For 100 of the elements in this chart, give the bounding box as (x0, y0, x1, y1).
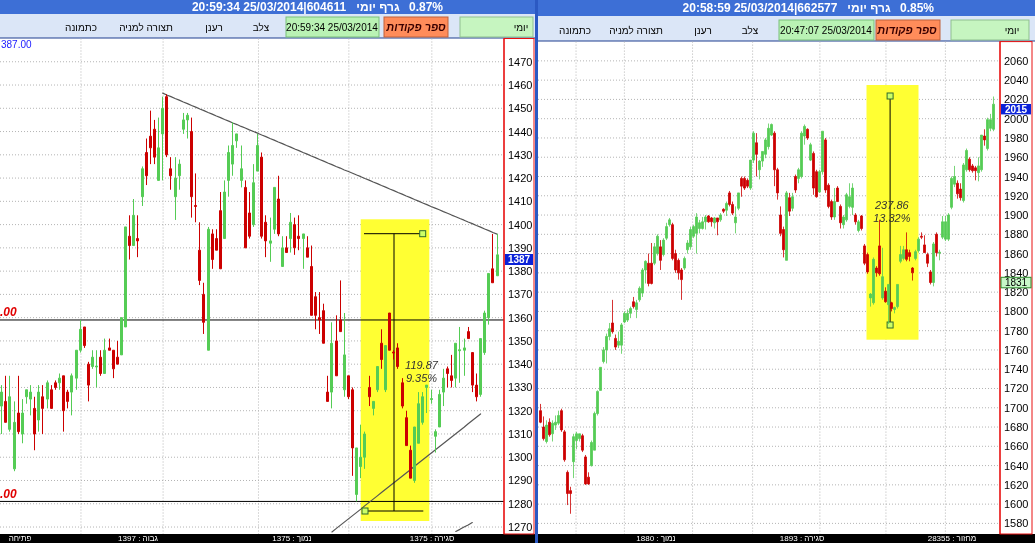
candlestick (551, 419, 554, 442)
candlestick (401, 377, 404, 409)
candlestick (13, 400, 16, 472)
line-series (331, 413, 482, 533)
candlestick (446, 366, 449, 388)
candlestick (128, 214, 131, 260)
y-tick-label: 1400 (508, 218, 533, 231)
candlestick (496, 233, 499, 277)
candlestick (330, 321, 333, 409)
candlestick (70, 372, 73, 416)
candlestick (442, 368, 445, 407)
candlestick (132, 198, 135, 247)
candlestick (4, 375, 7, 423)
y-tick-label: 1370 (508, 288, 533, 301)
candlestick (368, 375, 371, 407)
candlestick (833, 187, 836, 221)
y-tick-label: 1620 (1004, 478, 1029, 491)
candlestick (335, 314, 338, 377)
candlestick (384, 345, 387, 393)
y-tick-label: 1820 (1004, 286, 1029, 299)
candlestick (896, 284, 899, 309)
candlestick (372, 400, 375, 416)
candlestick (182, 112, 185, 135)
candlestick (650, 242, 653, 285)
y-tick-label: 1360 (508, 311, 533, 324)
candlestick (149, 110, 152, 165)
annotation: .00 (0, 487, 18, 501)
candlestick (755, 132, 758, 177)
candlestick (240, 145, 243, 188)
y-tick-label: 2060 (1004, 54, 1029, 67)
candlestick (872, 257, 875, 306)
annotation: .00 (0, 305, 18, 319)
y-tick-label: 1440 (508, 125, 533, 138)
candlestick (746, 178, 749, 189)
candlestick (740, 176, 743, 198)
y-tick-label: 1450 (508, 102, 533, 115)
y-tick-label: 1720 (1004, 382, 1029, 395)
candlestick (851, 182, 854, 216)
candlestick (839, 204, 842, 229)
y-tick-label: 1390 (508, 241, 533, 254)
candlestick (884, 286, 887, 304)
candlestick (326, 375, 329, 402)
candlestick (557, 410, 560, 426)
y-tick-label: 1320 (508, 404, 533, 417)
text: כתמונה (65, 21, 97, 33)
annotation: מחזור : 28355 (927, 534, 977, 543)
candlestick (388, 312, 391, 351)
text: צלב (741, 24, 759, 36)
candlestick (899, 245, 902, 264)
candlestick (269, 217, 272, 263)
candlestick (339, 279, 342, 333)
candlestick (425, 384, 428, 414)
candlestick (136, 214, 139, 258)
candlestick (710, 216, 713, 228)
text: 2015 (1004, 103, 1028, 115)
candlestick (836, 185, 839, 202)
candlestick (713, 216, 716, 229)
candlestick (277, 175, 280, 237)
candlestick (716, 217, 719, 236)
y-tick-label: 1380 (508, 265, 533, 278)
candlestick (438, 389, 441, 428)
candlestick (974, 165, 977, 181)
annotation: נמוך : 1375 (272, 534, 312, 543)
candlestick (611, 299, 614, 334)
chart-title: 20:58:59 25/03/2014|662577 (682, 0, 838, 15)
candlestick (881, 247, 884, 301)
y-tick-label: 1760 (1004, 343, 1029, 356)
y-tick-label: 1270 (508, 521, 533, 534)
text: ספר פקודות (876, 24, 938, 36)
candlestick (434, 428, 437, 454)
text: 20:47:07 25/03/2014 (780, 24, 873, 36)
y-tick-label: 1680 (1004, 421, 1029, 434)
candlestick (219, 191, 222, 270)
candlestick (17, 375, 20, 435)
text: כתמונה (559, 24, 591, 36)
y-tick-label: 2020 (1004, 93, 1029, 106)
candlestick (788, 192, 791, 217)
candlestick (207, 226, 210, 351)
candlestick (450, 354, 453, 388)
candlestick (581, 433, 584, 453)
candlestick (809, 142, 812, 162)
candlestick (54, 379, 57, 391)
candlestick (186, 112, 189, 140)
candlestick (281, 235, 284, 267)
candlestick (890, 301, 893, 312)
y-tick-label: 1920 (1004, 189, 1029, 202)
candlestick (306, 235, 309, 258)
candlestick (297, 214, 300, 251)
candlestick (983, 128, 986, 147)
candlestick (572, 433, 575, 479)
candlestick (458, 326, 461, 384)
candlestick (902, 245, 905, 261)
y-tick-label: 1290 (508, 474, 533, 487)
y-tick-label: 1350 (508, 334, 533, 347)
candlestick (695, 212, 698, 254)
y-tick-label: 1700 (1004, 401, 1029, 414)
y-tick-label: 1410 (508, 195, 533, 208)
text: רענן (205, 21, 223, 33)
candlestick (812, 151, 815, 196)
candlestick (8, 375, 11, 433)
